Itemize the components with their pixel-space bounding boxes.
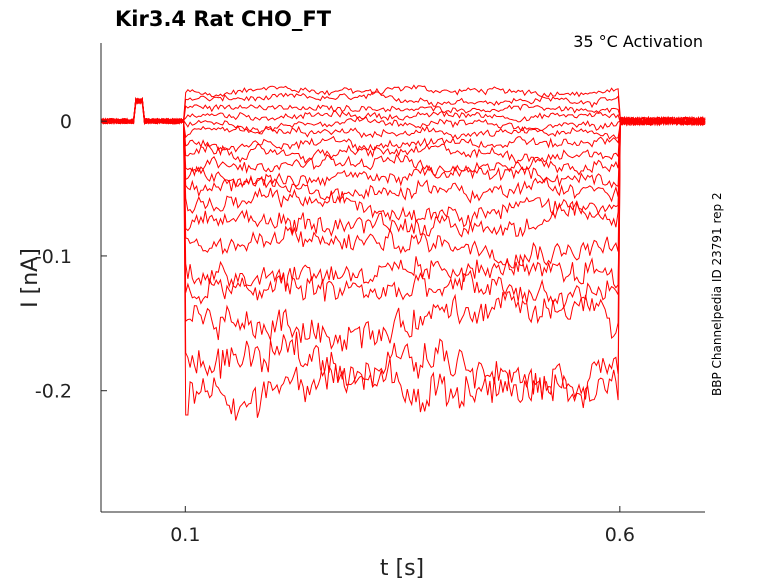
current-trace-7: [100, 97, 706, 153]
current-trace-15: [100, 98, 706, 292]
y-tick-label: -0.1: [35, 246, 72, 268]
chart-title: Kir3.4 Rat CHO_FT: [115, 7, 332, 31]
y-tick-label: 0: [60, 111, 72, 133]
current-trace-1: [100, 84, 706, 127]
current-trace-13: [100, 97, 706, 238]
current-trace-8: [100, 97, 706, 165]
current-trace-17: [100, 98, 706, 352]
current-trace-4: [100, 99, 706, 127]
x-tick-label: 0.1: [170, 524, 200, 546]
current-trace-11: [100, 101, 706, 204]
current-trace-12: [100, 96, 706, 228]
condition-annotation: 35 °C Activation: [573, 32, 703, 51]
y-tick-label: -0.2: [35, 381, 72, 403]
current-trace-9: [100, 97, 706, 177]
axis-ticks: 0.1 0.6 0 -0.1 -0.2: [35, 111, 635, 546]
side-label: BBP Channelpedia ID 23791 rep 2: [710, 192, 724, 396]
current-trace-2: [100, 91, 706, 127]
x-axis-label: t [s]: [380, 556, 424, 581]
current-trace-10: [100, 97, 706, 189]
current-trace-3: [100, 99, 706, 127]
x-tick-label: 0.6: [605, 524, 635, 546]
current-trace-6: [100, 100, 706, 140]
current-trace-18: [100, 96, 706, 403]
current-trace-16: [100, 98, 706, 310]
current-trace-19: [100, 97, 706, 421]
current-trace-14: [100, 97, 706, 269]
current-trace-5: [100, 98, 706, 134]
plot-area: [100, 84, 706, 421]
y-axis-label: I [nA]: [18, 248, 43, 308]
